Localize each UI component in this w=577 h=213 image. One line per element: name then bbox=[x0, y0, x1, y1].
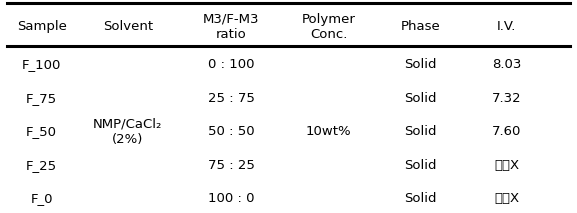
Text: Polymer
Conc.: Polymer Conc. bbox=[302, 13, 355, 41]
Text: Solid: Solid bbox=[404, 193, 437, 206]
Text: Solid: Solid bbox=[404, 159, 437, 172]
Text: Solvent: Solvent bbox=[103, 20, 153, 33]
Text: 7.60: 7.60 bbox=[492, 125, 522, 138]
Text: Solid: Solid bbox=[404, 125, 437, 138]
Text: 0 : 100: 0 : 100 bbox=[208, 58, 254, 71]
Text: 7.32: 7.32 bbox=[492, 92, 522, 105]
Text: 100 : 0: 100 : 0 bbox=[208, 193, 254, 206]
Text: 8.03: 8.03 bbox=[492, 58, 522, 71]
Text: 10wt%: 10wt% bbox=[306, 125, 351, 138]
Text: 25 : 75: 25 : 75 bbox=[208, 92, 254, 105]
Text: F_75: F_75 bbox=[26, 92, 57, 105]
Text: M3/F-M3
ratio: M3/F-M3 ratio bbox=[203, 13, 259, 41]
Text: F_100: F_100 bbox=[22, 58, 61, 71]
Text: I.V.: I.V. bbox=[497, 20, 516, 33]
Text: Sample: Sample bbox=[17, 20, 66, 33]
Text: 50 : 50: 50 : 50 bbox=[208, 125, 254, 138]
Text: 용해X: 용해X bbox=[494, 193, 519, 206]
Text: 용해X: 용해X bbox=[494, 159, 519, 172]
Text: Solid: Solid bbox=[404, 58, 437, 71]
Text: Phase: Phase bbox=[400, 20, 440, 33]
Text: F_0: F_0 bbox=[31, 193, 53, 206]
Text: F_25: F_25 bbox=[26, 159, 57, 172]
Text: NMP/CaCl₂
(2%): NMP/CaCl₂ (2%) bbox=[93, 118, 162, 146]
Text: 75 : 25: 75 : 25 bbox=[208, 159, 254, 172]
Text: Solid: Solid bbox=[404, 92, 437, 105]
Text: F_50: F_50 bbox=[26, 125, 57, 138]
